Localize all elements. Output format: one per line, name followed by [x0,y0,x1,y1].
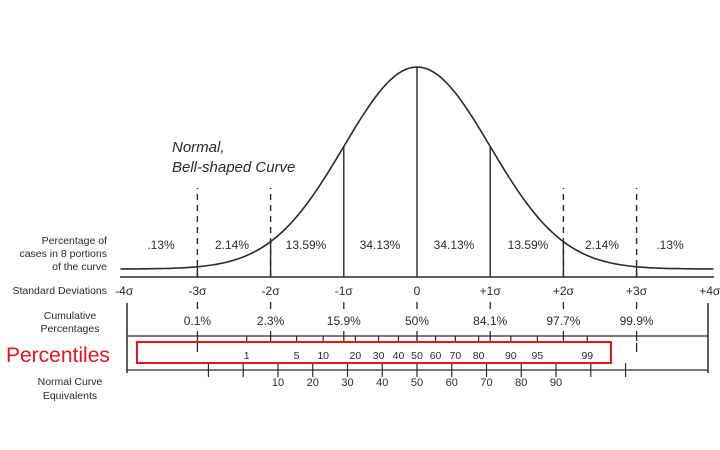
sd-label: +3σ [626,284,648,298]
portion-percentage: 34.13% [434,238,475,252]
chart-title-line2: Bell-shaped Curve [172,159,295,176]
row-label-percentiles: Percentiles [6,344,110,367]
nce-label: 70 [480,377,492,389]
svg-text:Percentages: Percentages [41,323,100,335]
percentile-label: 95 [532,350,544,362]
cumulative-percentage: 15.9% [327,314,361,328]
nce-label: 80 [515,377,527,389]
portion-percentage: 34.13% [360,238,401,252]
percentile-label: 99 [581,350,593,362]
portion-percentage: 13.59% [508,238,549,252]
percentile-label: 70 [450,350,462,362]
chart-title-line1: Normal, [172,139,225,156]
percentile-label: 80 [473,350,485,362]
sd-label: -3σ [188,284,207,298]
sd-label: +1σ [480,284,502,298]
svg-text:Equivalents: Equivalents [43,390,97,402]
percentile-label: 90 [505,350,517,362]
sd-label: -1σ [335,284,354,298]
row-label-std-dev: Standard Deviations [12,285,107,297]
percentile-label: 30 [373,350,385,362]
cumulative-percentage: 2.3% [257,314,285,328]
percentile-label: 60 [430,350,442,362]
svg-text:Percentage of: Percentage of [42,235,107,247]
cumulative-percentage: 0.1% [184,314,212,328]
percentile-label: 50 [411,350,423,362]
portion-percentage: .13% [656,238,684,252]
svg-text:Cumulative: Cumulative [44,310,97,322]
sd-label: +4σ [699,284,720,298]
percentile-label: 5 [294,350,300,362]
percentile-label: 40 [393,350,405,362]
portion-percentage: 13.59% [286,238,327,252]
axis-rows: .13% 2.14% 13.59% 34.13% 34.13% 13.59% 2.14% .1… [115,238,720,389]
nce-label: 90 [550,377,562,389]
row-label-cumulative: Cumulative Percentages [41,310,100,335]
portion-percentage: 2.14% [585,238,619,252]
nce-label: 40 [376,377,388,389]
portion-percentage: 2.14% [215,238,249,252]
sd-label: -4σ [115,284,134,298]
svg-text:of the curve: of the curve [52,261,107,273]
nce-label: 60 [446,377,458,389]
percentile-label: 10 [317,350,329,362]
row-label-nce: Normal Curve Equivalents [38,376,103,402]
sd-divider-lines [196,67,638,277]
cumulative-percentage: 50% [405,314,429,328]
row-label-portions: Percentage of cases in 8 portions of the… [19,235,107,273]
svg-text:cases in 8 portions: cases in 8 portions [19,248,107,260]
portion-percentage: .13% [147,238,175,252]
svg-text:Normal Curve: Normal Curve [38,376,103,388]
percentiles-highlight-box [136,341,612,364]
cumulative-percentage: 97.7% [546,314,580,328]
percentile-label: 20 [350,350,362,362]
sd-label: +2σ [553,284,575,298]
sd-label: 0 [414,284,421,298]
cumulative-percentage: 99.9% [620,314,654,328]
nce-label: 30 [341,377,353,389]
nce-label: 10 [272,377,284,389]
cumulative-percentage: 84.1% [473,314,507,328]
percentile-label: 1 [244,350,250,362]
sd-label: -2σ [262,284,281,298]
nce-label: 20 [307,377,319,389]
nce-label: 50 [411,377,423,389]
